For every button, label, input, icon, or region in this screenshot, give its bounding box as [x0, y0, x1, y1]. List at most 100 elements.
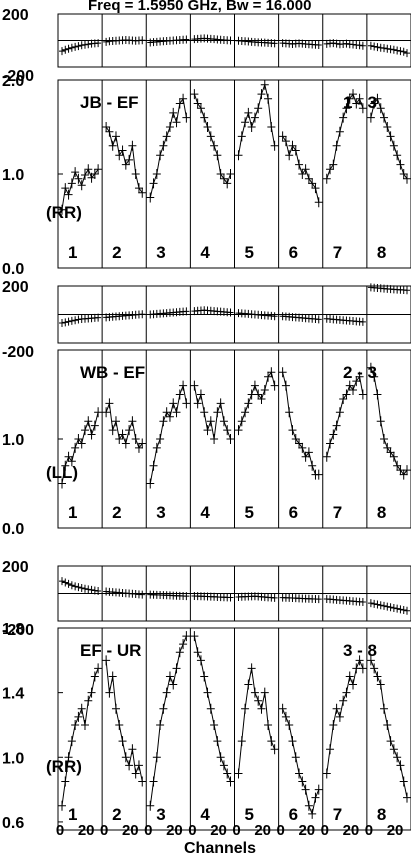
phase-point — [68, 581, 75, 590]
amp-point — [339, 695, 348, 706]
amp-point — [370, 371, 379, 382]
amp-point — [393, 460, 402, 471]
amp-point — [121, 159, 130, 170]
amp-point — [386, 131, 395, 142]
amp-point — [254, 103, 263, 114]
phase-point — [404, 49, 410, 58]
amp-point — [288, 140, 297, 151]
amp-point — [77, 703, 86, 714]
amp-point — [373, 93, 382, 104]
amp-point — [314, 784, 323, 795]
amp-point — [386, 736, 395, 747]
amp-point — [169, 679, 178, 690]
amp-point — [339, 112, 348, 123]
amp-series-line — [193, 93, 231, 185]
amp-point — [146, 478, 155, 489]
amp-point — [169, 398, 178, 409]
phase-point — [371, 599, 378, 608]
amp-point — [322, 768, 331, 779]
amp-series-line — [61, 168, 99, 210]
amp-point — [159, 416, 168, 427]
amp-point — [84, 164, 93, 175]
x-tick-label: 20 — [343, 822, 360, 839]
amp-point — [102, 655, 111, 666]
series-if-2 — [102, 587, 147, 787]
amp-point — [125, 425, 134, 436]
baseline-label: EF - UR — [80, 641, 141, 660]
amp-point — [118, 145, 127, 156]
amp-point — [94, 164, 103, 175]
amp-point — [77, 180, 86, 191]
amp-point — [61, 776, 70, 787]
amp-point — [366, 362, 375, 373]
amp-point — [134, 442, 143, 453]
amp-point — [149, 460, 158, 471]
amp-point — [216, 398, 225, 409]
if-label: 7 — [333, 805, 342, 824]
amp-point — [125, 154, 134, 165]
polarization-label: (RR) — [46, 203, 82, 222]
phase-point — [400, 606, 407, 614]
amp-point — [182, 112, 191, 123]
phase-point — [75, 583, 82, 592]
amp-point — [190, 89, 199, 100]
amp-point — [301, 164, 310, 175]
amp-point — [128, 416, 137, 427]
if-label: 8 — [377, 805, 386, 824]
phase-point — [227, 36, 234, 45]
amp-point — [380, 703, 389, 714]
amp-point — [165, 411, 174, 422]
phase-point — [394, 46, 401, 55]
phase-point — [367, 41, 374, 50]
amp-point — [260, 687, 269, 698]
amp-point — [403, 173, 411, 184]
amp-point — [206, 416, 215, 427]
amp-point — [399, 776, 408, 787]
if-label: 1 — [68, 805, 77, 824]
amp-point — [267, 367, 276, 378]
amp-tick-label: 1.0 — [2, 167, 24, 184]
amp-point — [237, 736, 246, 747]
amp-point — [370, 98, 379, 109]
amp-point — [250, 687, 259, 698]
amp-series-line — [193, 385, 231, 440]
phase-point — [81, 40, 88, 49]
phase-point — [359, 41, 366, 50]
x-tick-label: 20 — [254, 822, 271, 839]
if-label: 4 — [200, 503, 210, 522]
baseline-label: JB - EF — [80, 93, 139, 112]
amp-point — [383, 442, 392, 453]
amp-point — [175, 647, 184, 658]
phase-point — [387, 45, 394, 54]
amp-point — [295, 159, 304, 170]
phase-point — [103, 37, 110, 46]
amp-point — [203, 122, 212, 132]
amp-point — [206, 703, 215, 714]
phase-point — [72, 316, 79, 325]
amp-point — [108, 671, 117, 682]
amp-point — [380, 112, 389, 123]
amp-point — [196, 389, 205, 400]
amp-point — [190, 380, 199, 391]
amp-point — [358, 663, 367, 674]
amp-point — [267, 122, 276, 132]
amp-point — [84, 695, 93, 706]
amp-point — [285, 407, 294, 418]
amp-point — [393, 752, 402, 763]
series-if-8 — [366, 41, 411, 184]
amp-point — [241, 117, 250, 128]
amp-point — [358, 103, 367, 114]
amp-point — [111, 703, 120, 714]
series-if-3 — [146, 590, 191, 811]
amp-point — [213, 736, 222, 747]
amp-point — [90, 169, 99, 179]
amp-point — [355, 93, 364, 104]
amp-point — [352, 376, 361, 387]
amp-point — [301, 451, 310, 462]
phase-point — [359, 317, 366, 326]
amp-point — [396, 159, 405, 170]
amp-point — [288, 425, 297, 436]
amp-point — [291, 752, 300, 763]
if-label: 3 — [156, 503, 165, 522]
series-if-7 — [322, 314, 367, 462]
